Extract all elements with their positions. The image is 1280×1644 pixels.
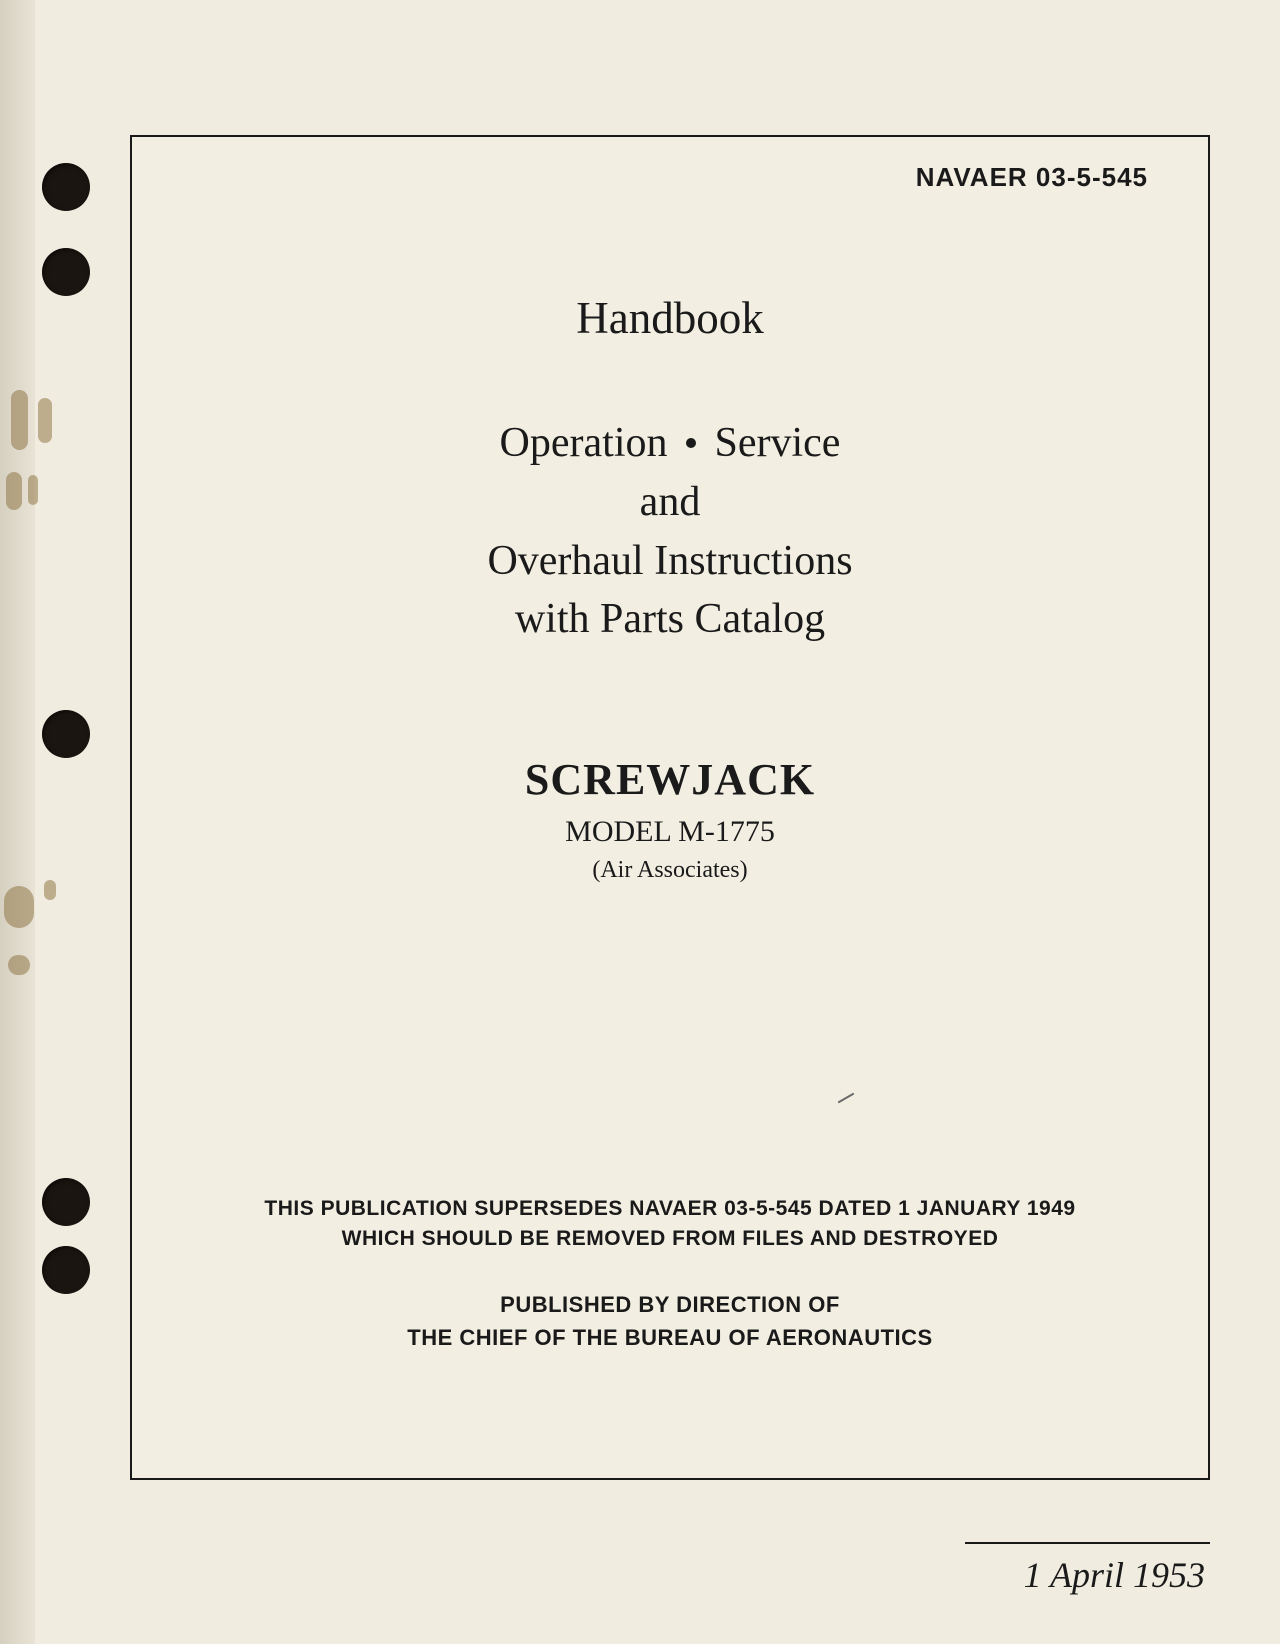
age-stain bbox=[28, 475, 38, 505]
hole-punch bbox=[42, 163, 90, 211]
age-stain bbox=[8, 955, 30, 975]
age-stain bbox=[11, 390, 28, 450]
overhaul-line: Overhaul Instructions bbox=[192, 532, 1148, 591]
parts-catalog-line: with Parts Catalog bbox=[192, 590, 1148, 649]
title-block: Handbook Operation Service and Overhaul … bbox=[192, 292, 1148, 649]
supersedes-line2: WHICH SHOULD BE REMOVED FROM FILES AND D… bbox=[192, 1224, 1148, 1253]
publication-date: 1 April 1953 bbox=[1024, 1554, 1205, 1596]
service-word: Service bbox=[715, 420, 841, 466]
age-stain bbox=[38, 398, 52, 443]
supersedes-line1: THIS PUBLICATION SUPERSEDES NAVAER 03-5-… bbox=[192, 1194, 1148, 1223]
stray-mark bbox=[838, 1093, 855, 1104]
hole-punch bbox=[42, 710, 90, 758]
operation-word: Operation bbox=[500, 420, 668, 466]
date-rule bbox=[965, 1542, 1210, 1544]
hole-punch bbox=[42, 1178, 90, 1226]
age-stain bbox=[4, 886, 34, 928]
document-number: NAVAER 03-5-545 bbox=[916, 162, 1148, 193]
product-block: SCREWJACK MODEL M-1775 (Air Associates) bbox=[192, 754, 1148, 884]
handbook-title: Handbook bbox=[192, 292, 1148, 344]
content-frame: NAVAER 03-5-545 Handbook Operation Servi… bbox=[130, 135, 1210, 1480]
product-name: SCREWJACK bbox=[192, 754, 1148, 805]
age-stain bbox=[44, 880, 56, 900]
age-stain bbox=[6, 472, 22, 510]
bullet-separator-icon bbox=[686, 438, 696, 448]
hole-punch bbox=[42, 1246, 90, 1294]
model-line: MODEL M-1775 bbox=[192, 815, 1148, 849]
binding-shadow bbox=[0, 0, 35, 1644]
supersedes-notice: THIS PUBLICATION SUPERSEDES NAVAER 03-5-… bbox=[192, 1194, 1148, 1253]
manufacturer-line: (Air Associates) bbox=[192, 857, 1148, 884]
document-page: NAVAER 03-5-545 Handbook Operation Servi… bbox=[0, 0, 1280, 1644]
publisher-line2: THE CHIEF OF THE BUREAU OF AERONAUTICS bbox=[192, 1321, 1148, 1354]
publisher-line1: PUBLISHED BY DIRECTION OF bbox=[192, 1288, 1148, 1321]
and-line: and bbox=[192, 473, 1148, 532]
operation-service-line: Operation Service bbox=[192, 414, 1148, 473]
publisher-notice: PUBLISHED BY DIRECTION OF THE CHIEF OF T… bbox=[192, 1288, 1148, 1354]
hole-punch bbox=[42, 248, 90, 296]
